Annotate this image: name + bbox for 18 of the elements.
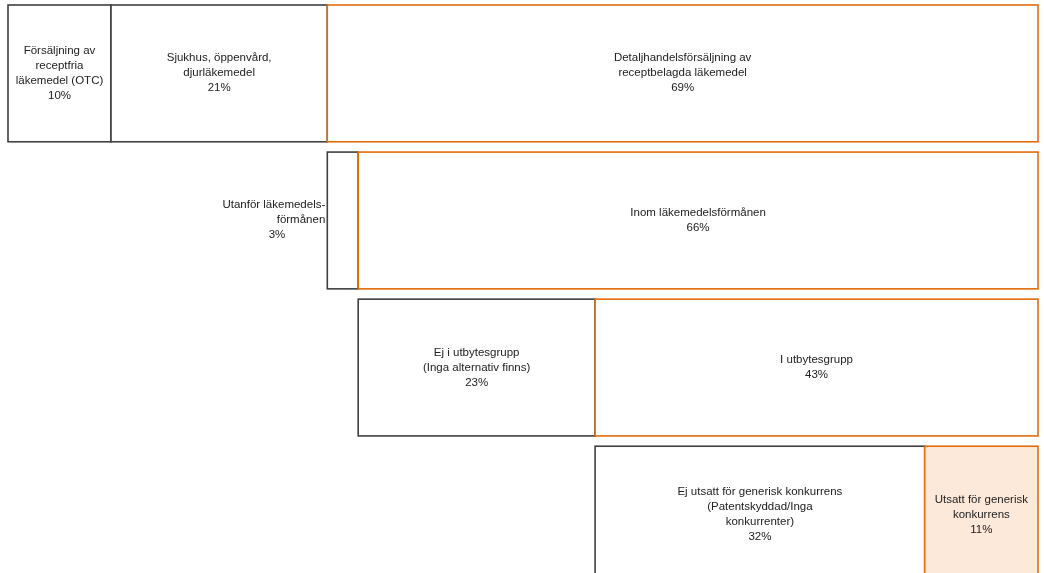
data-label: 32% — [748, 530, 772, 543]
category-label: Inom läkemedelsförmånen — [630, 205, 766, 218]
data-label: 66% — [686, 220, 710, 233]
category-label: Ej i utbytesgrupp (Inga alternativ finns) — [422, 345, 531, 373]
category-label: Utanför läkemedels- förmånen — [222, 198, 326, 226]
category-label: Ej utsatt för generisk konkurrens (Patentskyddad/Inga konkurrenter) — [677, 485, 843, 528]
data-label: 10% — [47, 88, 72, 101]
category-label: Sjukhus, öppenvård, djurläkemedel — [166, 51, 272, 79]
data-label: 23% — [465, 375, 489, 388]
data-label: 3% — [268, 228, 286, 241]
category-label: Detaljhandelsförsäljning av receptbelagda läkemedel — [613, 51, 752, 79]
category-label: Försäljning av receptfria läkemedel (OTC) — [15, 43, 104, 86]
data-label: 11% — [970, 522, 993, 535]
data-label: 21% — [207, 81, 231, 94]
data-label: 69% — [671, 81, 695, 94]
category-label: Utsatt för generisk konkurrens — [934, 492, 1029, 520]
data-label: 43% — [805, 368, 829, 381]
category-label: I utbytesgrupp — [780, 353, 853, 366]
